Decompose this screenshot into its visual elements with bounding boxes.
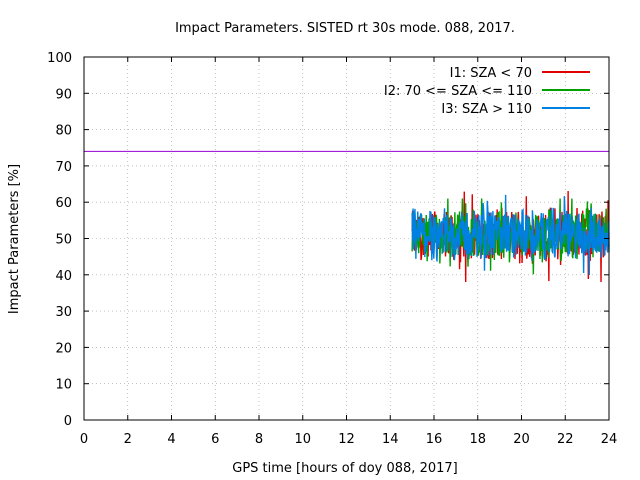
x-tick-label: 16: [426, 432, 443, 447]
series-group: [411, 191, 610, 283]
x-tick-label: 2: [124, 432, 132, 447]
legend: I1: SZA < 70 I2: 70 <= SZA <= 110 I3: SZA …: [384, 66, 590, 117]
x-tick-label: 12: [338, 432, 355, 447]
x-tick-label: 10: [294, 432, 311, 447]
y-tick-label: 20: [55, 341, 72, 356]
x-axis-label: GPS time [hours of doy 088, 2017]: [232, 461, 457, 476]
y-tick-label: 90: [55, 87, 72, 102]
grid: [84, 57, 609, 420]
x-tick-label: 0: [80, 432, 88, 447]
y-tick-label: 70: [55, 160, 72, 175]
y-tick-label: 50: [55, 233, 72, 248]
x-tick-label: 4: [167, 432, 175, 447]
y-tick-label: 60: [55, 196, 72, 211]
y-axis-label: Impact Parameters [%]: [7, 164, 22, 314]
legend-label: I2: 70 <= SZA <= 110: [384, 84, 532, 99]
y-tick-label: 40: [55, 269, 72, 284]
x-tick-label: 6: [211, 432, 219, 447]
x-tick-label: 18: [469, 432, 486, 447]
legend-label: I1: SZA < 70: [450, 66, 532, 81]
x-tick-label: 20: [513, 432, 530, 447]
y-tick-label: 80: [55, 124, 72, 139]
y-tick-label: 0: [64, 414, 72, 429]
series-line-3: [411, 194, 610, 276]
x-tick-label: 22: [557, 432, 574, 447]
y-tick-label: 30: [55, 305, 72, 320]
chart-title: Impact Parameters. SISTED rt 30s mode. 0…: [175, 21, 515, 36]
legend-label: I3: SZA > 110: [441, 102, 532, 117]
x-tick-label: 24: [601, 432, 618, 447]
x-tick-label: 14: [382, 432, 399, 447]
x-tick-label: 8: [255, 432, 263, 447]
y-tick-label: 100: [47, 51, 72, 66]
y-tick-label: 10: [55, 378, 72, 393]
